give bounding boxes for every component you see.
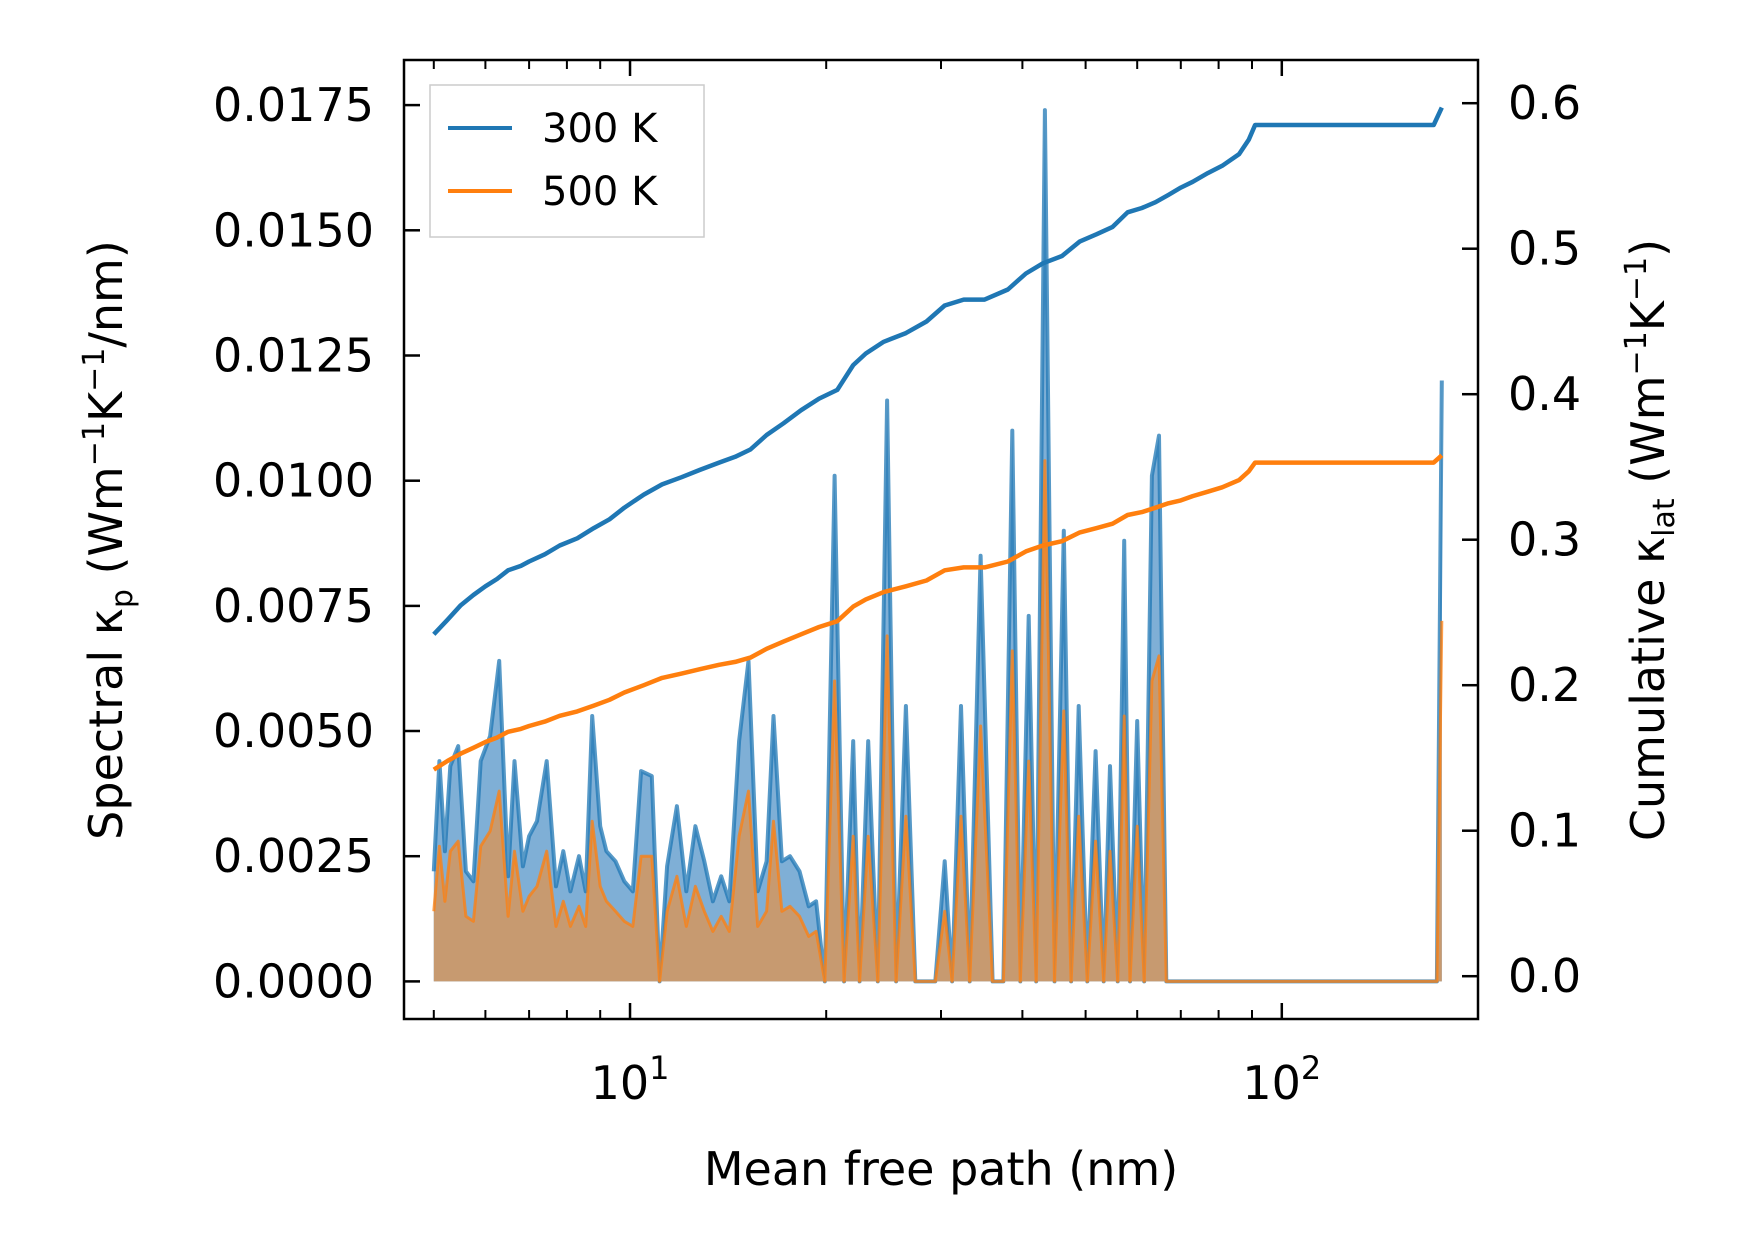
y2-tick-label: 0.1 [1508,804,1581,858]
y-title-exp1: −1 [77,422,112,466]
y-title-main: Spectral κ [79,608,133,840]
y-title-exp2: −1 [77,348,112,392]
legend: 300 K 500 K [429,84,705,238]
legend-label-500k: 500 K [542,169,659,215]
cumulative-line-500k [432,453,1444,772]
y2-title-exp2: −1 [1619,257,1654,301]
x-tick-base: 10 [591,1056,650,1110]
legend-box [429,84,705,238]
x-tick-label: 102 [1242,1049,1321,1110]
legend-label-300k: 300 K [542,106,659,152]
y2-tick-label: 0.4 [1508,367,1581,421]
y2-title-exp1: −1 [1619,331,1654,375]
y-tick-label: 0.0150 [213,203,374,257]
y-title-unit: (Wm [79,466,133,589]
x-tick-exponent: 2 [1301,1049,1321,1087]
y2-title-main: Cumulative κ [1621,537,1675,841]
y2-title-k: K [1621,299,1675,331]
y-title-sub: p [105,589,140,608]
y2-title-tail: ) [1621,239,1675,257]
x-tick-exponent: 1 [649,1049,669,1087]
y2-title-unit: (Wm [1621,375,1675,498]
y-tick-label: 0.0075 [213,579,374,633]
cumulative-line-300k [432,106,1444,636]
y2-tick-label: 0.2 [1508,658,1581,712]
y2-title-sub: lat [1647,498,1682,537]
y-axis-title: Spectral κp (Wm−1K−1/nm) [77,240,140,840]
axis-tick-labels: 101 1020.00000.00250.00500.00750.01000.01… [213,76,1581,1110]
y2-tick-label: 0.3 [1508,513,1581,567]
y-tick-label: 0.0125 [213,329,374,383]
y-tick-label: 0.0175 [213,78,374,132]
y-tick-label: 0.0100 [213,454,374,508]
x-tick-base: 10 [1242,1056,1301,1110]
y-title-k: K [79,390,133,422]
x-tick-label: 101 [591,1049,670,1110]
y-title-tail: /nm) [79,240,133,347]
y-tick-label: 0.0050 [213,704,374,758]
spectral-line-500k [432,459,1444,983]
y2-axis-title: Cumulative κlat (Wm−1K−1) [1619,239,1682,841]
axis-ticks [404,60,1479,1019]
y2-tick-label: 0.5 [1508,222,1581,276]
spectral-fill-500k [433,460,1442,982]
x-axis-title: Mean free path (nm) [704,1142,1178,1196]
plot-area [431,106,1444,984]
spectral-fills [431,108,1444,984]
y2-tick-label: 0.6 [1508,76,1581,130]
series-lines [432,106,1444,772]
y-tick-label: 0.0000 [213,954,374,1008]
y-tick-label: 0.0025 [213,829,374,883]
y2-tick-label: 0.0 [1508,949,1581,1003]
